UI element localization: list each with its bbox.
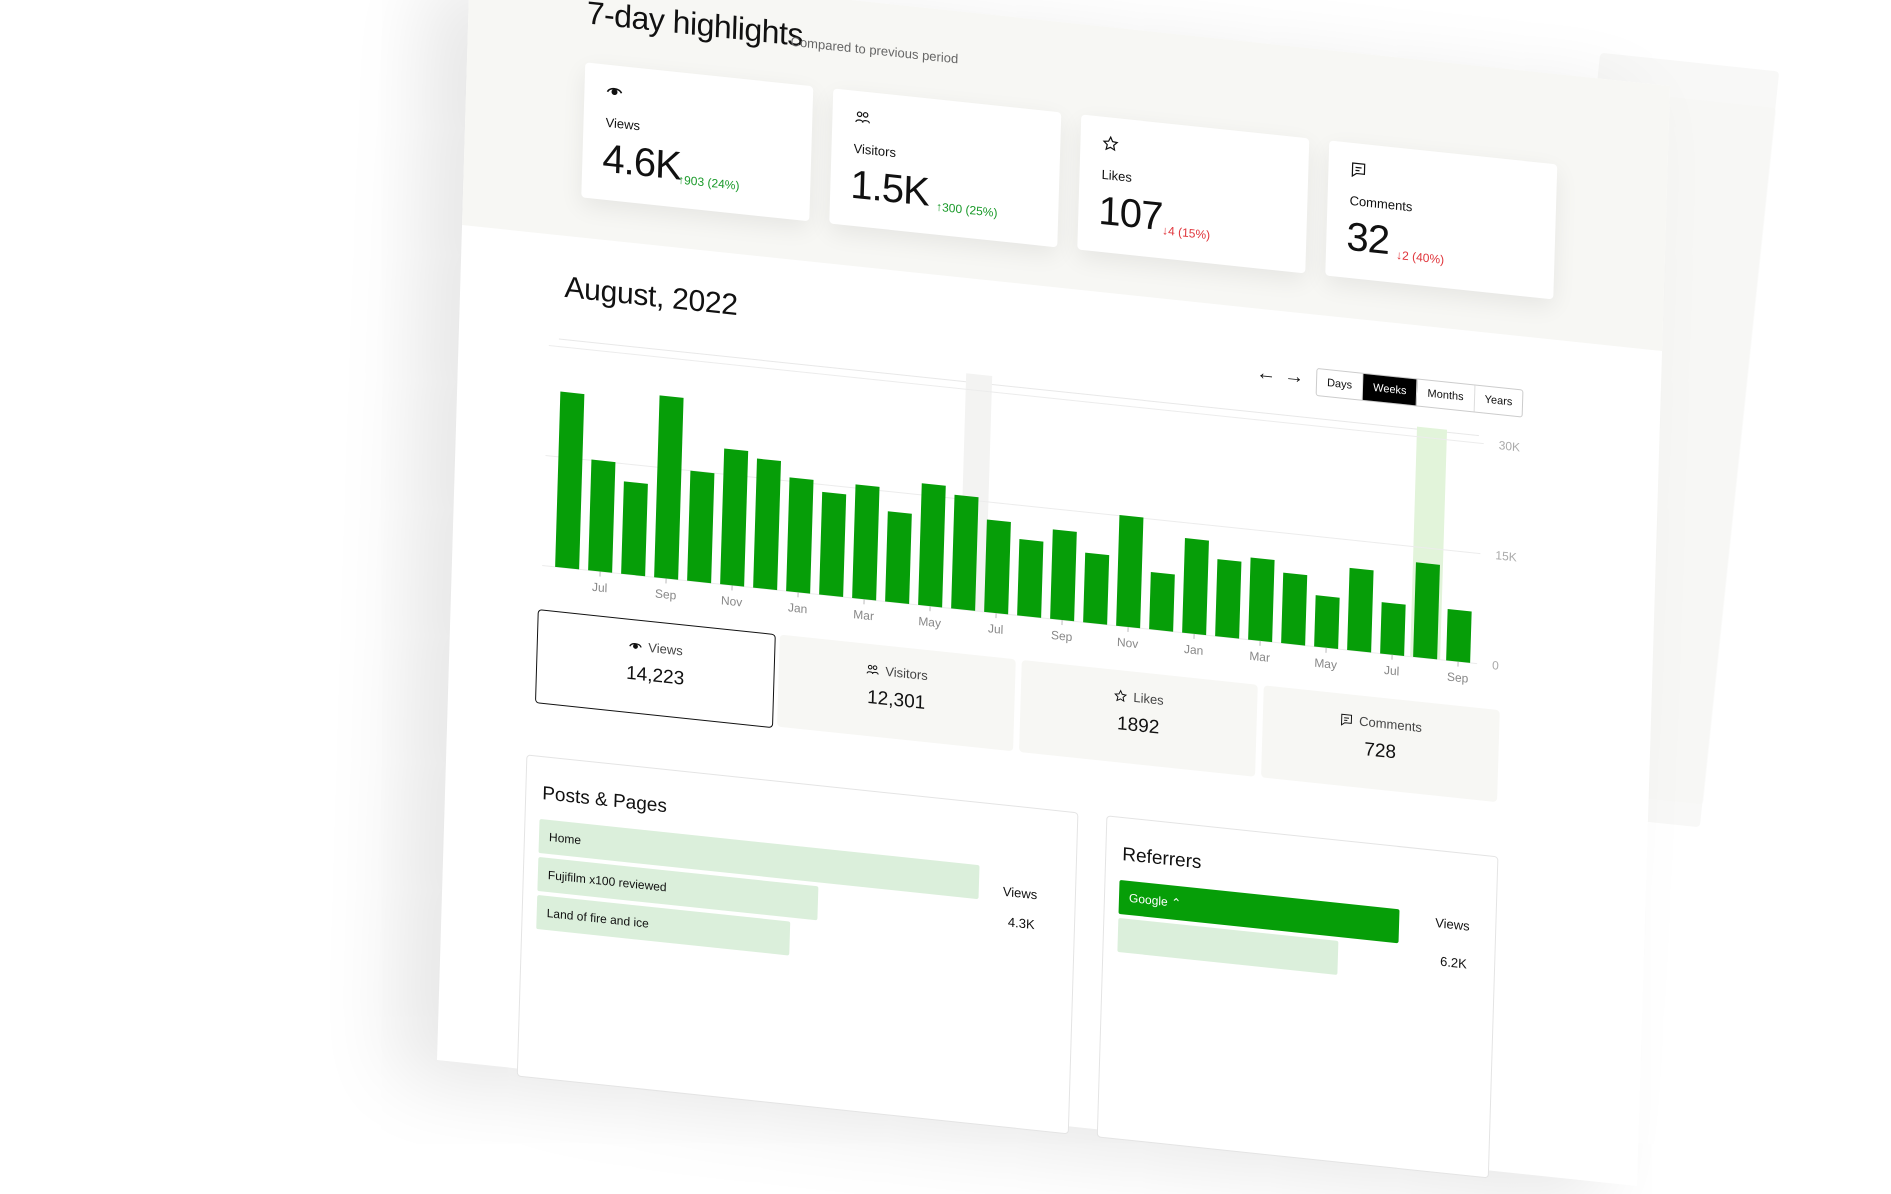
card-label: Views: [605, 115, 640, 134]
card-value: 107: [1098, 189, 1163, 241]
bar: [687, 471, 714, 584]
bar: [555, 392, 584, 570]
highlight-card-visitors: Visitors 1.5K ↑300 (25%): [829, 88, 1061, 247]
card-delta: ↑300 (25%): [936, 200, 998, 220]
x-tick-label: Mar: [853, 607, 874, 623]
x-tick-label: Nov: [721, 593, 743, 609]
comment-icon: [1350, 161, 1366, 179]
card-label: Likes: [1101, 167, 1132, 185]
x-tick-label: Jul: [1384, 663, 1400, 679]
bar: [1446, 609, 1472, 663]
bar: [819, 492, 846, 597]
card-value: 4.6K: [602, 136, 682, 189]
bar: [1215, 559, 1241, 639]
gridline: [545, 455, 1480, 553]
x-tick-label: May: [918, 614, 941, 630]
people-icon: [854, 109, 870, 127]
tab-label: Visitors: [885, 664, 928, 683]
card-label: Comments: [1349, 193, 1412, 215]
x-tick-label: Nov: [1117, 635, 1139, 651]
posts-title: Posts & Pages: [542, 783, 667, 818]
card-delta: ↓4 (15%): [1162, 223, 1210, 242]
bar: [1149, 572, 1175, 632]
comment-icon: [1340, 712, 1353, 726]
bar: [1083, 553, 1109, 625]
bar: [786, 477, 813, 593]
star-icon: [1102, 135, 1118, 153]
card-delta: ↑903 (24%): [678, 172, 740, 192]
x-tick-label: Jan: [788, 600, 808, 616]
bar: [1380, 602, 1406, 656]
card-value: 1.5K: [850, 163, 930, 216]
eye-icon: [606, 83, 622, 101]
x-tick-label: May: [1314, 656, 1337, 672]
bar: [918, 483, 946, 607]
bar: [753, 459, 781, 591]
y-tick-label: 0: [1492, 658, 1499, 673]
people-icon: [866, 663, 879, 677]
x-tick-label: Jan: [1184, 642, 1204, 658]
bar: [951, 495, 978, 611]
bar: [654, 395, 683, 579]
period-days-button[interactable]: Days: [1317, 369, 1364, 400]
y-tick-label: 15K: [1495, 548, 1517, 564]
highlights-subtitle: Compared to previous period: [790, 34, 958, 67]
bar: [1116, 515, 1143, 628]
x-tick-label: Sep: [1051, 628, 1073, 644]
arrow-right-icon[interactable]: →: [1284, 365, 1305, 390]
card-value: 32: [1346, 215, 1390, 264]
referrers-views-header: Views: [1435, 915, 1470, 934]
x-tick-label: Jul: [988, 621, 1004, 637]
posts-pages-panel: Posts & Pages Views Home 4.3K Fujifilm x…: [517, 754, 1079, 1134]
bar: [588, 460, 615, 573]
eye-icon: [629, 639, 642, 653]
bar: [1017, 539, 1043, 618]
arrow-left-icon[interactable]: ←: [1256, 362, 1277, 387]
tab-likes[interactable]: Likes 1892: [1019, 660, 1258, 777]
period-years-button[interactable]: Years: [1474, 386, 1523, 417]
tab-views[interactable]: Views 14,223: [535, 609, 776, 728]
card-label: Visitors: [853, 141, 896, 160]
period-months-button[interactable]: Months: [1417, 380, 1475, 412]
bar: [1314, 595, 1340, 649]
y-tick-label: 30K: [1499, 438, 1521, 454]
referrers-panel: Referrers Views Google ⌃ 6.2K: [1097, 815, 1499, 1178]
period-title: August, 2022: [564, 271, 738, 323]
bar: [1281, 573, 1307, 646]
x-tick-label: Jul: [592, 580, 608, 596]
period-toggle: Days Weeks Months Years: [1316, 368, 1524, 418]
highlight-card-likes: Likes 107 ↓4 (15%): [1077, 114, 1309, 273]
chevron-up-icon: ⌃: [1171, 895, 1181, 910]
tab-label: Views: [648, 640, 683, 659]
tab-label: Likes: [1133, 690, 1164, 708]
posts-views-header: Views: [1003, 884, 1038, 903]
x-tick-label: Mar: [1249, 649, 1270, 665]
referrer-views: 6.2K: [1440, 954, 1467, 972]
bar: [1182, 538, 1209, 635]
bar: [1413, 562, 1440, 659]
tab-label: Comments: [1359, 713, 1422, 735]
bar: [1050, 529, 1077, 621]
stats-page: 7-day highlights Compared to previous pe…: [437, 0, 1670, 1186]
highlights-title: 7-day highlights: [586, 0, 803, 54]
bar: [1248, 557, 1274, 642]
period-weeks-button[interactable]: Weeks: [1363, 374, 1418, 406]
bar: [720, 448, 748, 586]
post-views: 4.3K: [1008, 914, 1035, 932]
bar: [1347, 568, 1373, 653]
tab-comments[interactable]: Comments 728: [1261, 685, 1500, 802]
referrers-title: Referrers: [1122, 844, 1202, 874]
highlight-card-comments: Comments 32 ↓2 (40%): [1325, 141, 1557, 300]
bar: [852, 484, 879, 600]
x-tick-label: Sep: [1447, 670, 1469, 686]
bar: [885, 511, 912, 604]
tab-visitors[interactable]: Visitors 12,301: [777, 635, 1016, 752]
card-delta: ↓2 (40%): [1396, 248, 1444, 267]
highlight-card-views: Views 4.6K ↑903 (24%): [581, 62, 813, 221]
bar: [984, 519, 1011, 614]
star-icon: [1114, 689, 1127, 703]
bar: [621, 481, 648, 576]
x-tick-label: Sep: [655, 586, 677, 602]
